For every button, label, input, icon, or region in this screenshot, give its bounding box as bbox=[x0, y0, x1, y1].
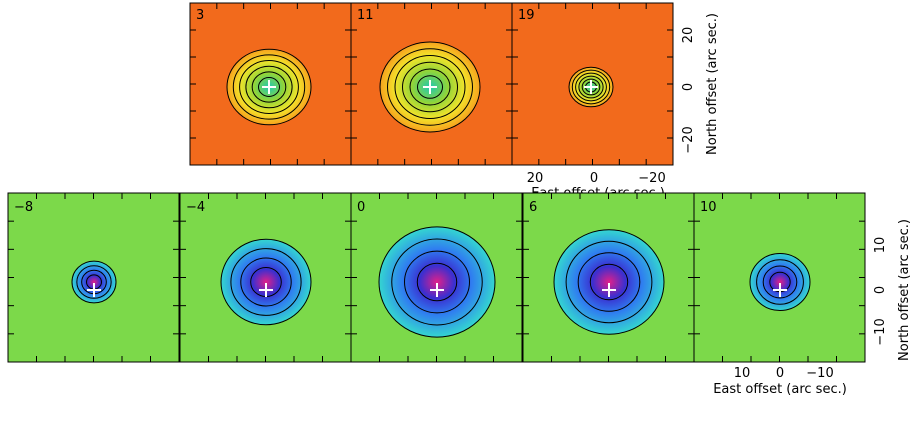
emission bbox=[554, 229, 664, 335]
contour bbox=[409, 68, 451, 106]
x-tick-label: 10 bbox=[734, 366, 751, 381]
panel-frame bbox=[511, 2, 674, 166]
contour bbox=[378, 226, 496, 338]
contour bbox=[76, 265, 112, 299]
y-tick-label: 0 bbox=[873, 286, 888, 294]
contour bbox=[71, 260, 117, 304]
contour bbox=[232, 54, 306, 120]
x-tick-label: −10 bbox=[806, 366, 833, 381]
contour bbox=[258, 77, 280, 97]
contour bbox=[568, 66, 614, 108]
panel-label: 0 bbox=[357, 200, 365, 215]
panel-frame bbox=[350, 192, 523, 363]
contour bbox=[749, 253, 811, 311]
panel-frame bbox=[693, 192, 866, 363]
contour bbox=[589, 263, 629, 301]
panel-label: 11 bbox=[357, 8, 374, 23]
contour bbox=[226, 48, 312, 126]
contour bbox=[251, 71, 287, 103]
y-tick-label: 0 bbox=[681, 83, 696, 91]
panel-label: 3 bbox=[196, 8, 204, 23]
panel-label: 6 bbox=[529, 200, 537, 215]
contour bbox=[240, 257, 292, 307]
y-tick-label: 20 bbox=[681, 27, 696, 44]
x-tick-label: −20 bbox=[638, 171, 665, 186]
emission bbox=[750, 253, 810, 311]
emission bbox=[221, 239, 311, 325]
y-tick-label: −10 bbox=[873, 318, 888, 345]
y-axis-label: North offset (arc sec.) bbox=[897, 219, 912, 361]
contour bbox=[581, 78, 601, 96]
x-axis-label: East offset (arc sec.) bbox=[713, 382, 847, 397]
contour bbox=[575, 72, 607, 102]
panel-label: −4 bbox=[186, 200, 205, 215]
contour bbox=[404, 250, 470, 314]
x-tick-label: 0 bbox=[776, 366, 784, 381]
contour bbox=[577, 252, 641, 312]
panel-frame bbox=[7, 192, 180, 363]
x-tick-label: 20 bbox=[527, 171, 544, 186]
panel-label: −8 bbox=[14, 200, 33, 215]
emission bbox=[72, 261, 116, 303]
x-tick-label: 0 bbox=[590, 171, 598, 186]
contour bbox=[379, 41, 481, 133]
contour bbox=[416, 262, 458, 302]
contour bbox=[387, 48, 473, 126]
contour bbox=[756, 259, 804, 305]
contour bbox=[578, 75, 604, 99]
contour bbox=[553, 229, 665, 335]
emission bbox=[379, 226, 495, 338]
contour bbox=[245, 65, 293, 109]
y-tick-label: 10 bbox=[873, 237, 888, 254]
contour bbox=[565, 240, 653, 324]
y-tick-label: −20 bbox=[681, 126, 696, 153]
contour bbox=[402, 61, 458, 113]
contour bbox=[571, 69, 611, 105]
contour bbox=[220, 238, 312, 326]
contour bbox=[391, 238, 483, 326]
panel-label: 19 bbox=[518, 8, 535, 23]
contour bbox=[239, 60, 299, 114]
y-axis-label: North offset (arc sec.) bbox=[705, 13, 720, 155]
contour bbox=[762, 265, 798, 299]
contour bbox=[394, 55, 466, 119]
contour bbox=[230, 248, 302, 316]
panel-label: 10 bbox=[700, 200, 717, 215]
contour bbox=[417, 75, 443, 99]
